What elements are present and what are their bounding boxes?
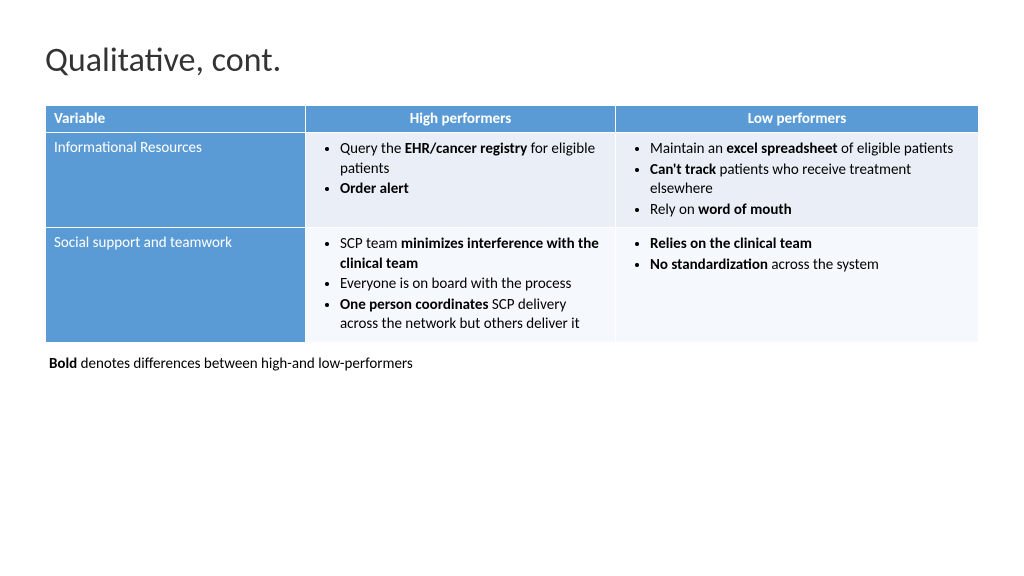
bullet-item: Everyone is on board with the process [340, 275, 605, 295]
low-cell: Maintain an excel spreadsheet of eligibl… [616, 133, 979, 228]
table-row: Informational Resources Query the EHR/can… [46, 133, 979, 228]
bullet-item: SCP team minimizes interference with the… [340, 235, 605, 274]
col-high: High performers [306, 106, 616, 133]
bullet-item: Relies on the clinical team [650, 235, 968, 255]
header-row: Variable High performers Low performers [46, 106, 979, 133]
variable-cell: Informational Resources [46, 133, 306, 228]
bullet-list: SCP team minimizes interference with the… [306, 235, 605, 335]
high-cell: Query the EHR/cancer registry for eligib… [306, 133, 616, 228]
footnote: Bold denotes differences between high-an… [45, 355, 979, 373]
bullet-list: Maintain an excel spreadsheet of eligibl… [616, 140, 968, 220]
low-cell: Relies on the clinical teamNo standardiz… [616, 228, 979, 343]
table-row: Social support and teamwork SCP team mini… [46, 228, 979, 343]
bullet-item: Maintain an excel spreadsheet of eligibl… [650, 140, 968, 160]
col-variable: Variable [46, 106, 306, 133]
variable-cell: Social support and teamwork [46, 228, 306, 343]
col-low: Low performers [616, 106, 979, 133]
bullet-item: Rely on word of mouth [650, 201, 968, 221]
bullet-list: Relies on the clinical teamNo standardiz… [616, 235, 968, 275]
high-cell: SCP team minimizes interference with the… [306, 228, 616, 343]
bullet-item: No standardization across the system [650, 256, 968, 276]
qualitative-table: Variable High performers Low performers … [45, 105, 979, 343]
bullet-item: Query the EHR/cancer registry for eligib… [340, 140, 605, 179]
bullet-item: Can't track patients who receive treatme… [650, 161, 968, 200]
bullet-list: Query the EHR/cancer registry for eligib… [306, 140, 605, 200]
slide-title: Qualitative, cont. [45, 40, 979, 81]
bullet-item: Order alert [340, 180, 605, 200]
bullet-item: One person coordinates SCP delivery acro… [340, 296, 605, 335]
